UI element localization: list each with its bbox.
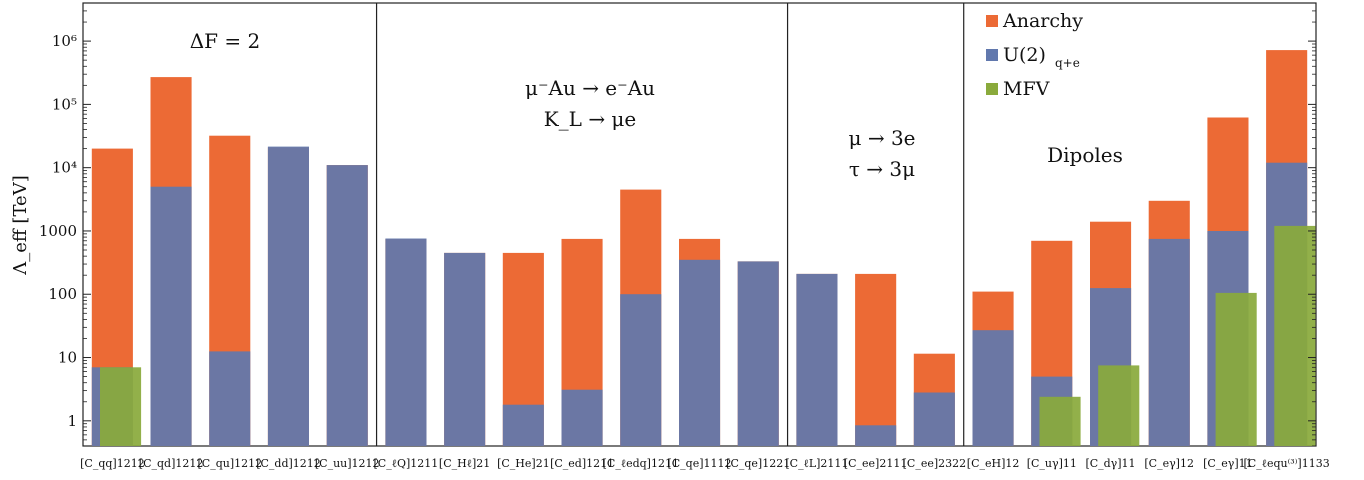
bar-u2qe-15: [972, 330, 1014, 446]
group-annotation-2-line-1: τ → 3μ: [849, 157, 915, 181]
y-tick-label-1: 10: [58, 349, 77, 367]
y-axis: 1 10 100 1000 10⁴ 10⁵ 10⁶: [39, 2, 1316, 447]
bar-u2qe-9: [620, 294, 662, 446]
bar-u2qe-12: [796, 273, 838, 446]
bar-u2qe-2: [209, 351, 251, 446]
bar-anarchy-13: [855, 273, 897, 446]
bar-mfv-19: [1215, 292, 1257, 446]
legend-swatch-0: [986, 15, 998, 27]
x-tick-label-20: [C_ℓequ⁽³⁾]1133: [1243, 457, 1329, 470]
bar-u2qe-11: [737, 261, 779, 446]
x-tick-label-7: [C_He]21: [497, 457, 550, 470]
x-tick-label-8: [C_ed]1211: [550, 457, 614, 470]
x-tick-label-1: [C_qd]1212: [139, 457, 204, 470]
x-tick-label-10: [C_qe]1112: [667, 457, 731, 470]
x-tick-label-5: [C_ℓQ]1211: [374, 457, 439, 470]
y-tick-label-3: 1000: [39, 222, 77, 240]
x-tick-label-16: [C_uγ]11: [1027, 457, 1077, 470]
bar-mfv-0: [100, 367, 142, 446]
legend-label-subscript: q+e: [1055, 56, 1080, 70]
bar-u2qe-14: [913, 392, 955, 446]
bar-u2qe-18: [1148, 238, 1190, 446]
bar-u2qe-7: [502, 404, 544, 446]
legend-swatch-1: [986, 49, 998, 61]
bar-mfv-20: [1274, 225, 1316, 446]
legend-swatch-2: [986, 83, 998, 95]
x-tick-label-2: [C_qu]1212: [197, 457, 262, 470]
bar-u2qe-3: [267, 146, 309, 446]
group-annotation-1-line-1: K_L → μe: [544, 107, 637, 131]
x-tick-label-17: [C_dγ]11: [1085, 457, 1135, 470]
bar-mfv-16: [1039, 396, 1081, 446]
y-tick-label-5: 10⁵: [52, 95, 77, 113]
bar-u2qe-6: [444, 252, 486, 446]
x-tick-label-4: [C_uu]1212: [315, 457, 380, 470]
x-tick-label-11: [C_qe]1221: [726, 457, 790, 470]
y-tick-label-2: 100: [48, 285, 77, 303]
x-tick-label-3: [C_dd]1212: [256, 457, 321, 470]
y-axis-label: Λ_eff [TeV]: [10, 175, 31, 275]
x-tick-label-0: [C_qq]1212: [80, 457, 145, 470]
y-tick-label-4: 10⁴: [52, 159, 77, 177]
bar-mfv-17: [1098, 365, 1140, 446]
group-annotation-3-line-0: Dipoles: [1047, 143, 1123, 167]
legend-label-1: U(2): [1003, 44, 1046, 66]
legend-label-0: Anarchy: [1002, 10, 1083, 32]
x-tick-label-19: [C_eγ]11: [1203, 457, 1253, 470]
bar-u2qe-1: [150, 186, 192, 446]
x-tick-label-18: [C_eγ]12: [1144, 457, 1194, 470]
group-annotation-0-line-0: ΔF = 2: [190, 29, 261, 53]
x-tick-label-15: [C_eH]12: [967, 457, 1020, 470]
bar-u2qe-5: [385, 238, 427, 446]
x-tick-label-12: [C_ℓL]2111: [785, 457, 848, 470]
y-tick-label-6: 10⁶: [52, 32, 77, 50]
bar-u2qe-8: [561, 389, 603, 446]
bars-layer: [91, 50, 1316, 447]
x-tick-label-9: [C_ℓedq]1211: [603, 457, 679, 470]
x-axis: [C_qq]1212[C_qd]1212[C_qu]1212[C_dd]1212…: [80, 457, 1330, 470]
bar-u2qe-4: [326, 165, 368, 446]
group-annotation-1-line-0: μ⁻Au → e⁻Au: [525, 76, 655, 100]
legend-label-2: MFV: [1003, 78, 1050, 100]
group-dividers: [375, 3, 965, 446]
bar-u2qe-13: [855, 425, 897, 446]
bar-u2qe-10: [679, 259, 721, 446]
x-tick-label-14: [C_ee]2322: [903, 457, 967, 470]
x-tick-label-13: [C_ee]2111: [844, 457, 908, 470]
group-annotation-2-line-0: μ → 3e: [848, 126, 915, 150]
legend: Anarchy U(2) q+e MFV: [986, 10, 1083, 100]
y-tick-label-0: 1: [67, 412, 77, 430]
group-annotations: ΔF = 2 μ⁻Au → e⁻Au K_L → μe μ → 3e τ → 3μ Dip…: [190, 29, 1123, 181]
x-tick-label-6: [C_Hℓ]21: [439, 457, 490, 470]
